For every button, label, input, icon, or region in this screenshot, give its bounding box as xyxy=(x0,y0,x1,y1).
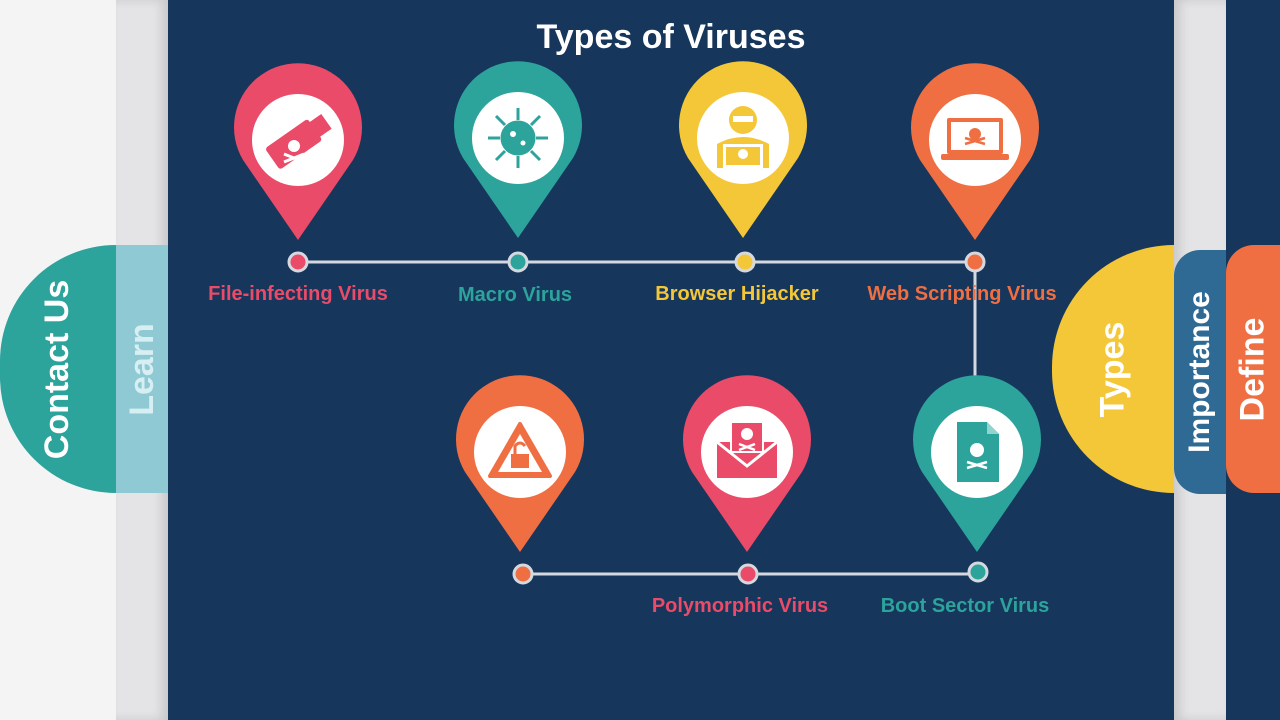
mail-skull-icon xyxy=(716,421,778,478)
tab-define[interactable]: Define xyxy=(1226,245,1280,493)
hacker-icon xyxy=(717,106,769,168)
label-file-infecting-virus: File-infecting Virus xyxy=(208,283,388,305)
file-skull-icon xyxy=(957,422,999,482)
page-title: Types of Viruses xyxy=(536,18,806,56)
label-polymorphic-virus: Polymorphic Virus xyxy=(651,595,829,617)
pin-file-infecting-virus xyxy=(234,63,362,240)
tab-learn[interactable]: Learn xyxy=(116,245,168,493)
node-dot xyxy=(507,251,529,273)
pin-polymorphic-virus xyxy=(683,375,811,552)
laptop-skull-icon xyxy=(941,118,1009,160)
pin-browser-hijacker xyxy=(679,61,807,238)
node-dot xyxy=(964,251,986,273)
label-macro-virus: Macro Virus xyxy=(457,284,573,306)
usb-skull-icon xyxy=(266,113,332,169)
pin-boot-sector-virus xyxy=(913,375,1041,552)
node-dot xyxy=(734,251,756,273)
virus-icon xyxy=(488,108,548,168)
unlock-warning-icon xyxy=(488,422,552,478)
label-web-scripting-virus: Web Scripting Virus xyxy=(867,283,1057,305)
pin-web-scripting-virus xyxy=(911,63,1039,240)
label-browser-hijacker: Browser Hijacker xyxy=(655,283,819,305)
pin-macro-virus xyxy=(454,61,582,238)
node-dot xyxy=(967,561,989,583)
node-dot xyxy=(512,563,534,585)
pin-unlock-warning xyxy=(456,375,584,552)
node-dot xyxy=(737,563,759,585)
tab-importance[interactable]: Importance xyxy=(1174,250,1226,494)
label-boot-sector-virus: Boot Sector Virus xyxy=(880,595,1050,617)
node-dot xyxy=(287,251,309,273)
